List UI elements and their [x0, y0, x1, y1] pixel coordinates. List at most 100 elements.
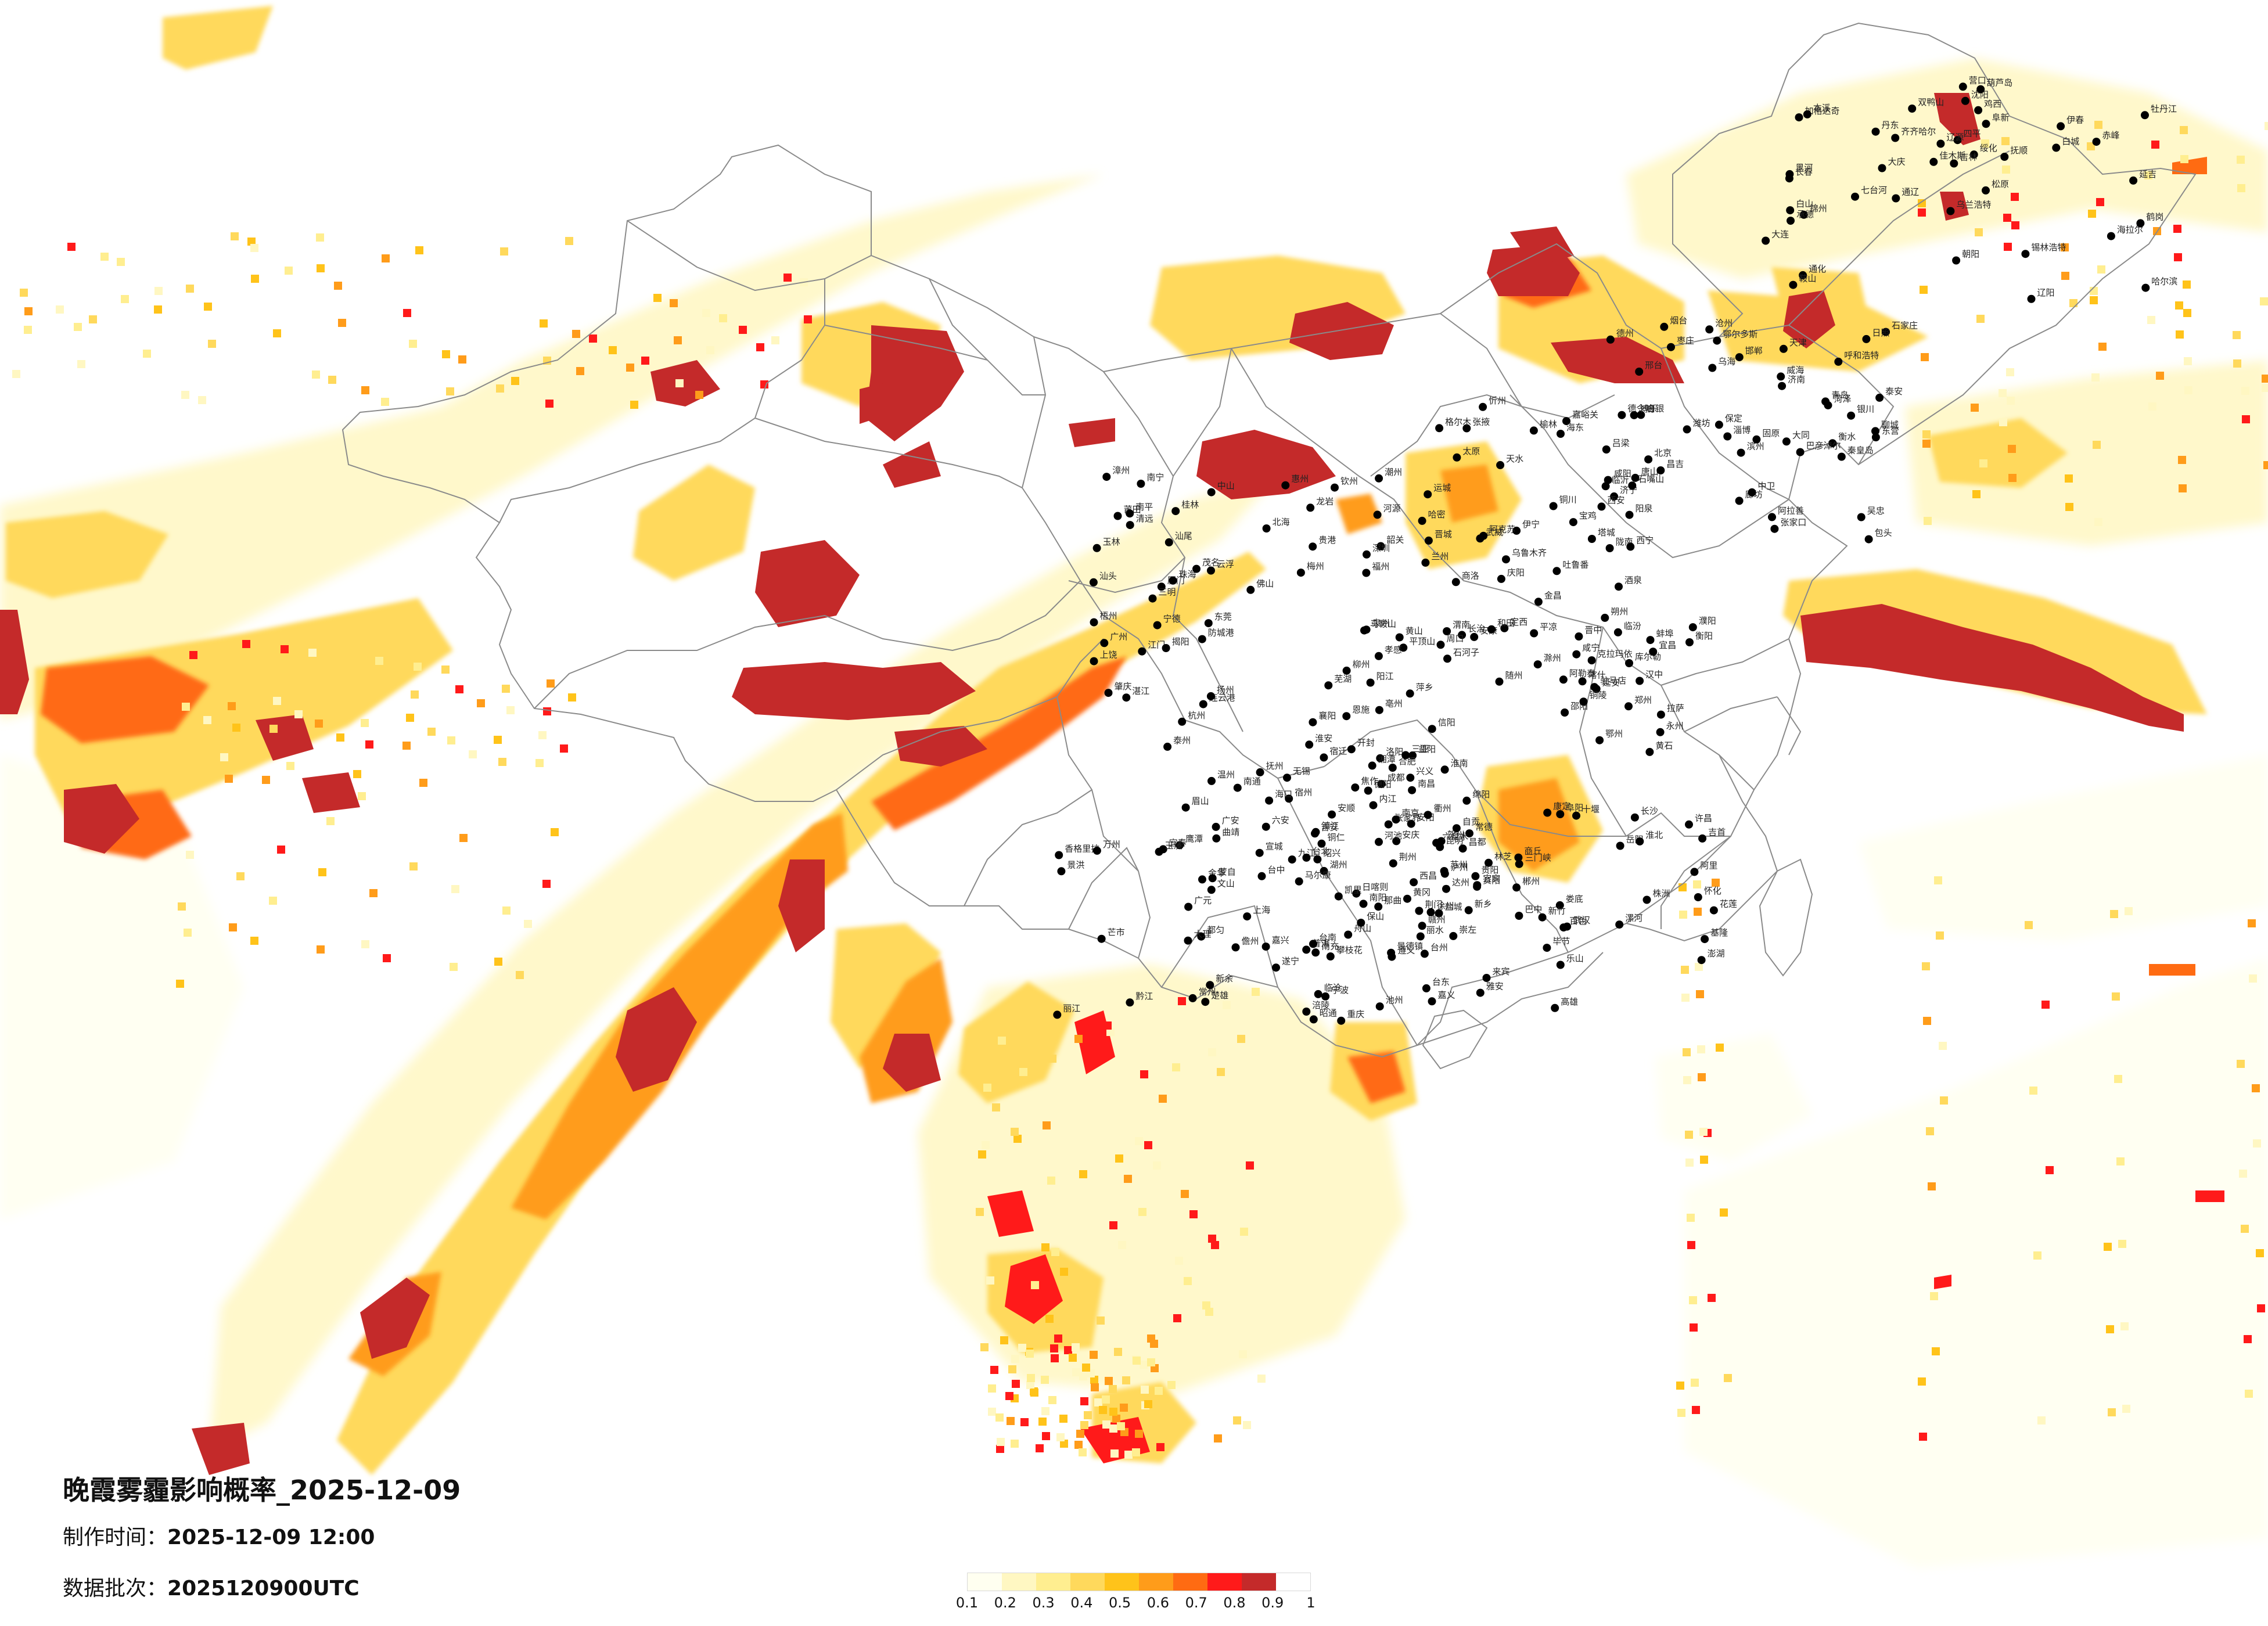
scatter-cell	[1011, 1440, 1019, 1448]
city-label: 汕头	[1099, 571, 1117, 581]
scatter-cell	[2265, 122, 2268, 130]
city-label: 玉溪	[1165, 840, 1182, 851]
city-marker	[1311, 948, 1320, 957]
scatter-cell	[316, 233, 324, 242]
city-marker	[1529, 426, 1538, 435]
city-label: 开封	[1357, 738, 1375, 748]
city-label: 双鸭山	[1918, 97, 1944, 107]
scatter-cell	[427, 728, 436, 736]
city-marker	[1961, 96, 1969, 105]
city-label: 康定	[1553, 801, 1570, 812]
city-marker	[2136, 219, 2145, 228]
colorbar-tick-label: 0.8	[1223, 1595, 1246, 1611]
scatter-cell	[551, 828, 559, 836]
city-marker	[1958, 82, 1967, 91]
city-label: 娄底	[1566, 894, 1583, 904]
scatter-cell	[24, 307, 33, 315]
city-marker	[1649, 647, 1658, 656]
scatter-cell	[353, 770, 361, 778]
scatter-cell	[186, 285, 194, 293]
city-label: 玉林	[1103, 537, 1120, 547]
colorbar-tick-label: 0.4	[1070, 1595, 1093, 1611]
city-label: 铜仁	[1328, 832, 1345, 843]
city-marker	[1458, 631, 1467, 639]
city-label: 沧州	[1715, 318, 1733, 328]
city-label: 淄博	[1733, 425, 1751, 436]
city-label: 昭通	[1320, 1008, 1337, 1018]
scatter-cell	[990, 1366, 998, 1374]
city-label: 高雄	[1561, 997, 1578, 1007]
scatter-cell	[1135, 1430, 1143, 1438]
scatter-cell	[2174, 253, 2182, 261]
scatter-cell	[576, 367, 584, 375]
city-label: 日照	[1872, 328, 1889, 338]
city-marker	[1512, 526, 1521, 535]
city-label: 淮安	[1315, 733, 1332, 743]
scatter-cell	[2029, 1087, 2037, 1095]
scatter-cell	[1687, 1214, 1695, 1222]
city-label: 漯河	[1625, 913, 1642, 923]
city-marker	[1857, 513, 1866, 521]
city-marker	[1407, 819, 1415, 828]
city-label: 北京	[1654, 448, 1672, 458]
city-label: 柳州	[1353, 659, 1370, 670]
city-marker	[2021, 250, 2030, 258]
city-label: 铜陵	[1590, 690, 1607, 700]
city-label: 晋城	[1435, 529, 1452, 539]
city-marker	[1601, 613, 1609, 622]
city-label: 三明	[1159, 587, 1176, 598]
city-label: 中卫	[1758, 481, 1775, 491]
city-label: 蒙自	[1219, 866, 1236, 877]
city-label: 新乡	[1475, 898, 1492, 909]
city-label: 巴中	[1525, 904, 1542, 915]
city-label: 和田	[1497, 618, 1515, 628]
colorbar-swatch	[1242, 1573, 1276, 1591]
scatter-cell	[1132, 1448, 1140, 1456]
city-marker	[1656, 710, 1665, 719]
scatter-cell	[2180, 126, 2188, 134]
city-label: 上海	[1253, 905, 1270, 915]
scatter-cell	[1924, 517, 1932, 525]
city-marker	[1864, 535, 1873, 544]
scatter-cell	[2183, 280, 2191, 289]
scatter-cell	[361, 386, 369, 394]
city-label: 安庆	[1402, 829, 1419, 840]
city-label: 韶关	[1386, 535, 1404, 545]
city-marker	[1556, 961, 1565, 969]
city-marker	[1697, 956, 1706, 965]
scatter-cell	[1683, 1048, 1691, 1056]
city-marker	[1178, 717, 1187, 726]
city-marker	[1265, 796, 1274, 805]
city-label: 盐城	[1445, 902, 1462, 912]
city-marker	[1735, 353, 1744, 362]
city-marker	[1974, 106, 1983, 114]
city-marker	[1595, 736, 1604, 744]
scatter-cell	[458, 355, 466, 364]
city-marker	[1053, 1010, 1062, 1019]
city-label: 抚顺	[2010, 145, 2028, 156]
scatter-cell	[273, 697, 281, 705]
city-marker	[1479, 531, 1488, 540]
city-marker	[1212, 822, 1220, 831]
scatter-cell	[2097, 265, 2105, 274]
scatter-cell	[1700, 1156, 1708, 1164]
scatter-cell	[220, 753, 228, 761]
scatter-cell	[229, 923, 237, 931]
city-marker	[1207, 566, 1215, 575]
scatter-cell	[1159, 1095, 1167, 1103]
scatter-cell	[1114, 1348, 1122, 1356]
city-marker	[1635, 368, 1644, 376]
city-label: 乌兰浩特	[1956, 200, 1991, 210]
city-marker	[1464, 906, 1473, 915]
city-marker	[1779, 344, 1788, 353]
scatter-cell	[24, 326, 32, 334]
scatter-cell	[1117, 1422, 1125, 1430]
city-marker	[1369, 801, 1378, 810]
scatter-cell	[154, 287, 163, 295]
city-label: 宿迁	[1329, 746, 1347, 756]
scatter-cell	[496, 384, 504, 393]
city-marker	[1138, 647, 1146, 656]
city-marker	[1384, 820, 1393, 829]
city-marker	[1465, 829, 1473, 838]
city-label: 大庆	[1888, 157, 1906, 167]
